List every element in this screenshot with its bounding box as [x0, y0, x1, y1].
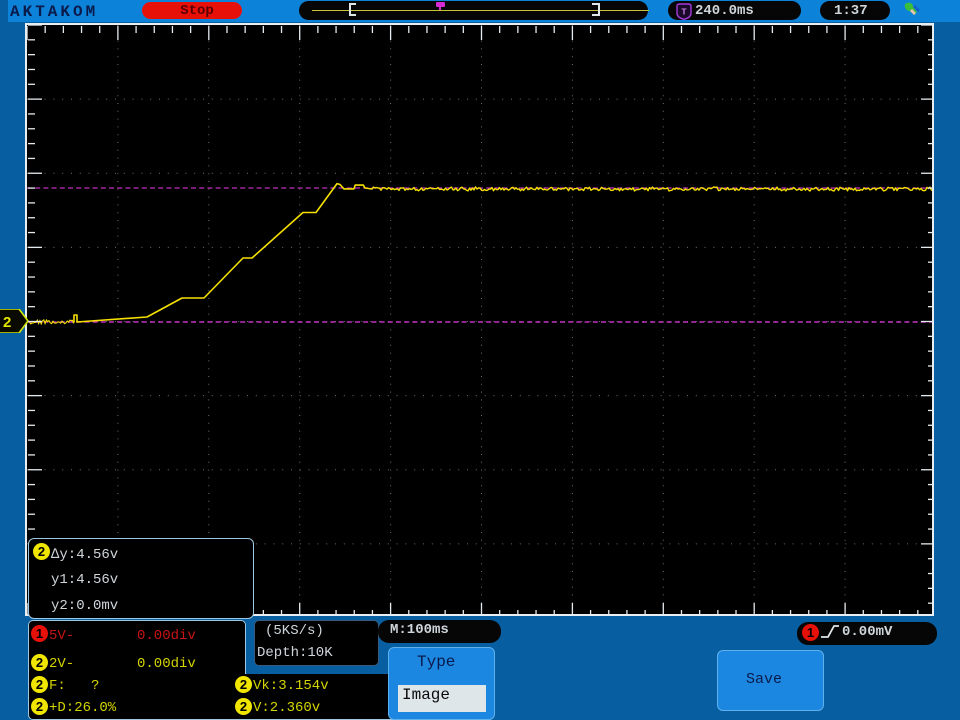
- svg-text:T: T: [681, 6, 687, 16]
- svg-text:2: 2: [3, 314, 11, 331]
